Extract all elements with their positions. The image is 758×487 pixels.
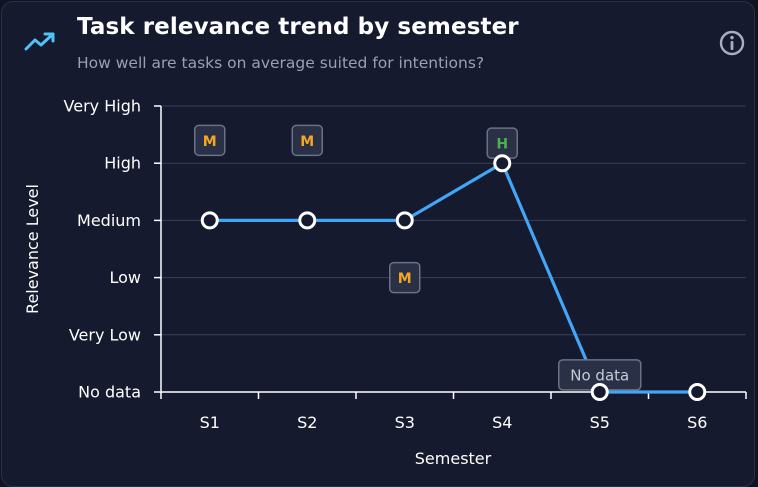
y-axis-label: Relevance Level [23,184,42,314]
trend-up-icon [24,32,55,51]
y-tick-label: High [104,154,141,173]
series-line [209,161,698,394]
info-icon[interactable] [718,29,746,57]
y-tick-label: Low [109,268,141,287]
badge-box [389,261,421,294]
data-point [298,211,317,230]
axes: No data Very Low Low Medium High Very High S1 S… [64,97,747,432]
level-badge: H [486,127,518,159]
data-point [688,383,707,401]
points-layer [200,154,707,401]
level-badge: M [291,124,323,157]
badge-label: M [300,134,314,150]
chart-subtitle: How well are tasks on average suited for… [77,54,485,72]
level-badge: M [389,261,421,294]
chart-title: Task relevance trend by semester [77,14,519,40]
badge-label: H [496,137,508,153]
level-badge: M [194,124,226,157]
x-tick-label: S1 [200,413,220,432]
x-tick-label: S3 [395,413,415,432]
y-tick-label: No data [78,383,141,402]
x-tick-label: S5 [590,413,610,432]
y-tick-label: Very High [64,97,141,116]
series-line-layer [209,161,698,394]
data-point [590,383,609,401]
x-tick-label: S4 [492,413,512,432]
badge-label: M [203,134,217,150]
y-tick-label: Very Low [69,325,141,344]
badge-box [291,124,323,157]
data-point [493,154,512,173]
x-tick-label: S6 [687,413,707,432]
data-point [200,211,219,230]
y-tick-label: Medium [77,211,141,230]
badge-label: No data [570,366,629,384]
badge-label: M [398,271,412,287]
grid [161,105,746,336]
level-badge: No data [558,359,642,391]
badge-layer: M M M H No data [194,124,642,391]
data-point [395,211,414,230]
badge-box [194,124,226,157]
x-axis-label: Semester [415,449,492,468]
x-tick-label: S2 [297,413,317,432]
